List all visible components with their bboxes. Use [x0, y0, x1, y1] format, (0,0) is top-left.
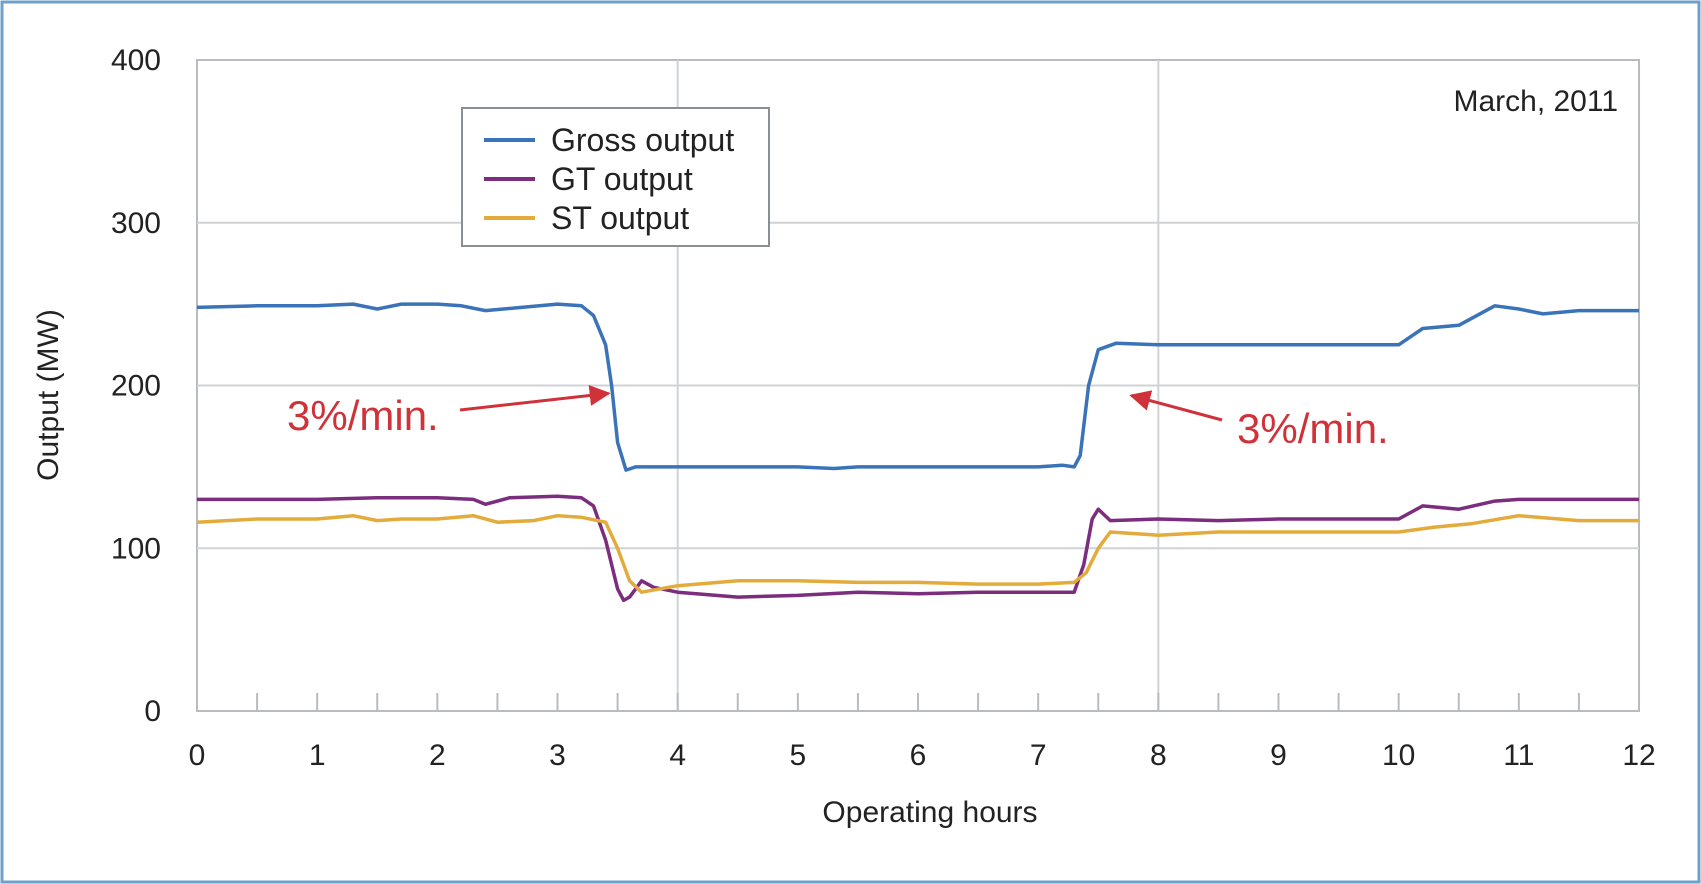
y-tick-label: 100	[111, 532, 161, 565]
annotation-arrow	[1129, 390, 1223, 422]
legend-label: Gross output	[551, 122, 734, 158]
x-tick-label: 2	[429, 739, 446, 772]
x-tick-label: 10	[1382, 739, 1415, 772]
series-line-gt-output	[197, 494, 1639, 603]
y-tick-label: 400	[111, 44, 161, 77]
series-line-st-output	[196, 513, 1639, 594]
y-tick-label: 300	[111, 207, 161, 240]
x-tick-label: 9	[1270, 739, 1287, 772]
chart-note: March, 2011	[1453, 85, 1618, 118]
x-tick-label: 0	[189, 739, 206, 772]
x-tick-label: 11	[1503, 739, 1534, 772]
x-tick-label: 4	[669, 739, 686, 772]
x-tick-label: 3	[549, 739, 566, 772]
x-axis-title: Operating hours	[822, 796, 1037, 829]
x-tick-label: 12	[1622, 739, 1655, 772]
gridlines	[197, 60, 1639, 711]
x-minor-ticks	[256, 693, 1580, 711]
annotation-label: 3%/min.	[1237, 405, 1389, 452]
series-lines	[196, 302, 1639, 603]
x-tick-label: 1	[309, 739, 326, 772]
y-axis-title: Output (MW)	[32, 309, 65, 481]
y-tick-label: 0	[144, 695, 161, 728]
y-tick-labels: 0 100 200 300 400	[111, 44, 161, 728]
x-tick-label: 6	[910, 739, 927, 772]
annotations: 3%/min. 3%/min.	[287, 385, 1389, 452]
x-tick-label: 8	[1150, 739, 1167, 772]
annotation-arrow	[459, 385, 611, 412]
legend-label: GT output	[551, 161, 693, 197]
y-tick-label: 200	[111, 370, 161, 403]
annotation-label: 3%/min.	[287, 392, 439, 439]
x-tick-labels: 0 1 2 3 4 5 6 7 8 9 10 11 12	[189, 739, 1656, 772]
x-tick-label: 7	[1030, 739, 1047, 772]
series-line-gross-output	[196, 302, 1639, 472]
x-tick-label: 5	[789, 739, 806, 772]
legend-label: ST output	[551, 200, 689, 236]
